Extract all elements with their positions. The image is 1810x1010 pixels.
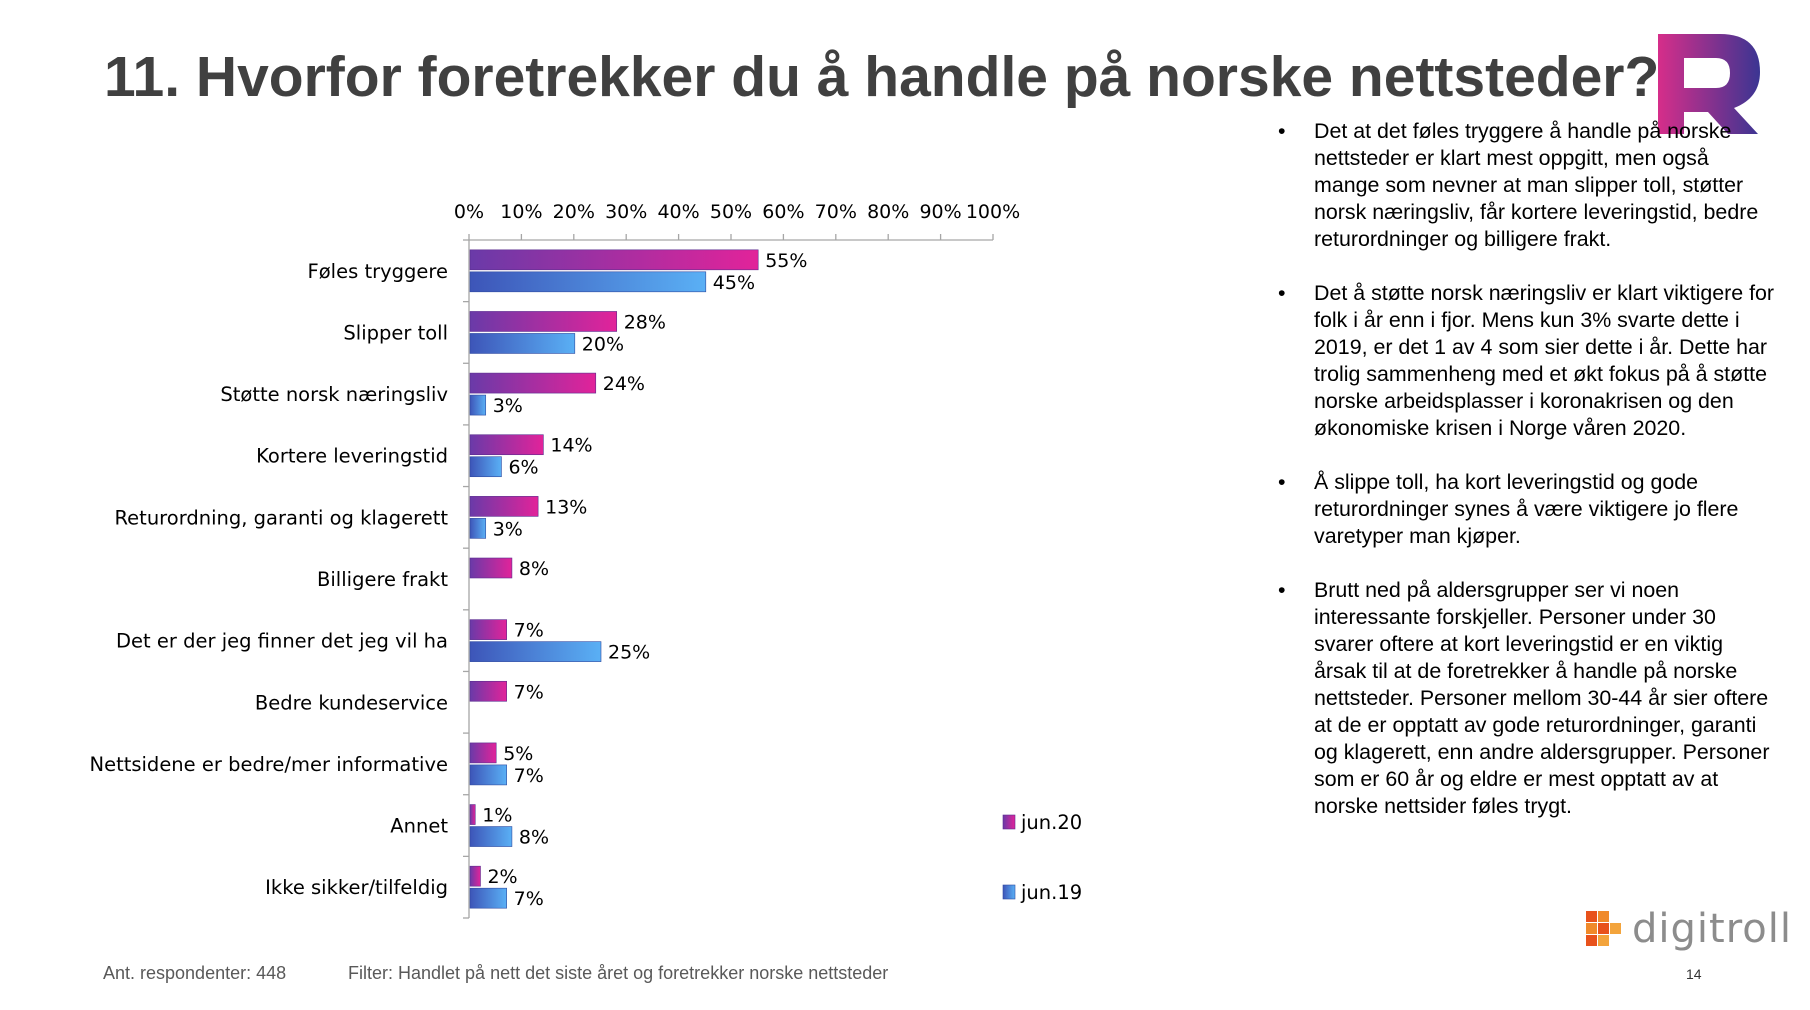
data-label: 5% (503, 743, 533, 765)
data-label: 7% (514, 681, 544, 703)
category-label: Annet (390, 815, 448, 838)
data-label: 55% (765, 250, 807, 272)
data-label: 6% (508, 457, 538, 479)
bar-chart: 0% 10% 20% 30% 40% 50% 60% 70% 80% 90% 100% Føles t… (89, 201, 1082, 919)
bullet-item: Det å støtte norsk næringsliv er klart v… (1278, 280, 1778, 442)
bar-jun19 (469, 641, 602, 662)
bar-jun20 (469, 496, 539, 517)
bar-jun20 (469, 249, 759, 271)
category-label: Slipper toll (343, 321, 448, 344)
x-tick-label: 70% (815, 201, 857, 223)
bar-jun19 (469, 456, 502, 478)
data-label: 45% (713, 272, 755, 294)
data-label: 14% (550, 435, 592, 457)
bar-jun19 (469, 887, 507, 909)
bar-jun20 (469, 557, 513, 579)
data-label: 3% (493, 518, 523, 540)
x-tick-label: 20% (553, 201, 595, 223)
data-label: 7% (514, 620, 544, 642)
insight-bullets: Det at det føles tryggere å handle på no… (1278, 118, 1778, 847)
x-tick-label: 40% (657, 201, 699, 223)
data-label: 13% (545, 496, 587, 518)
category-label: Ikke sikker/tilfeldig (265, 876, 448, 899)
digitroll-brand: digitroll (1586, 906, 1792, 952)
x-tick-label: 100% (966, 201, 1020, 223)
data-label: 28% (624, 311, 666, 333)
digitroll-logo-icon (1586, 911, 1621, 946)
bullet-item: Å slippe toll, ha kort leveringstid og g… (1278, 469, 1778, 550)
x-tick-label: 30% (605, 201, 647, 223)
bar-jun19 (469, 764, 507, 786)
bullet-item: Brutt ned på aldersgrupper ser vi noen i… (1278, 577, 1778, 820)
bar-jun19 (469, 333, 576, 354)
data-label: 8% (519, 827, 549, 849)
bullet-item: Det at det føles tryggere å handle på no… (1278, 118, 1778, 253)
bar-jun20 (469, 619, 507, 640)
x-tick-label: 60% (762, 201, 804, 223)
legend-swatch-jun19 (1002, 884, 1016, 900)
category-label: Bedre kundeservice (255, 691, 448, 714)
category-label: Returordning, garanti og klagerett (115, 506, 449, 529)
brand-name: digitroll (1632, 906, 1792, 952)
bar-jun19 (469, 394, 487, 416)
bar-jun19 (469, 271, 707, 293)
bar-jun19 (469, 518, 487, 539)
purple-r-logo-icon (1658, 34, 1760, 134)
respondents-count: Ant. respondenter: 448 (103, 963, 287, 983)
legend-label: jun.20 (1020, 811, 1082, 834)
page-title: 11. Hvorfor foretrekker du å handle på n… (104, 45, 1660, 109)
x-tick-label: 80% (867, 201, 909, 223)
legend-swatch-jun20 (1002, 814, 1016, 830)
bar-jun20 (469, 865, 481, 887)
bar-jun20 (469, 680, 507, 702)
legend-label: jun.19 (1020, 881, 1082, 904)
category-label: Kortere leveringstid (256, 445, 448, 468)
x-tick-label: 50% (710, 201, 752, 223)
category-label: Billigere frakt (317, 568, 448, 591)
bar-jun20 (469, 804, 476, 825)
data-label: 8% (519, 558, 549, 580)
bar-jun20 (469, 434, 544, 456)
bar-jun19 (469, 826, 513, 847)
x-tick-label: 90% (919, 201, 961, 223)
data-label: 3% (493, 395, 523, 417)
bar-jun20 (469, 742, 497, 764)
category-label: Det er der jeg finner det jeg vil ha (116, 630, 448, 653)
x-tick-label: 0% (454, 201, 484, 223)
data-label: 25% (608, 642, 650, 664)
data-label: 24% (603, 373, 645, 395)
x-tick-label: 10% (500, 201, 542, 223)
data-label: 7% (514, 888, 544, 910)
page-number: 14 (1686, 966, 1702, 982)
bar-jun20 (469, 372, 597, 394)
data-label: 20% (582, 333, 624, 355)
category-label: Nettsidene er bedre/mer informative (89, 753, 448, 776)
category-label: Føles tryggere (308, 260, 448, 283)
data-label: 1% (482, 805, 512, 827)
filter-note: Filter: Handlet på nett det siste året o… (348, 963, 889, 983)
data-label: 7% (514, 765, 544, 787)
bar-jun20 (469, 311, 618, 332)
data-label: 2% (487, 866, 517, 888)
category-label: Støtte norsk næringsliv (220, 383, 448, 406)
